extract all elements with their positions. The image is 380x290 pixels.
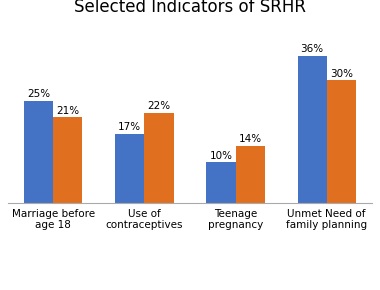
Bar <box>206 162 236 203</box>
Text: 22%: 22% <box>147 102 171 111</box>
Bar <box>144 113 174 203</box>
Bar <box>236 146 265 203</box>
Text: 14%: 14% <box>239 134 262 144</box>
Title: Selected Indicators of SRHR: Selected Indicators of SRHR <box>74 0 306 16</box>
Text: 25%: 25% <box>27 89 50 99</box>
Bar <box>24 101 53 203</box>
Bar <box>115 133 144 203</box>
Text: 17%: 17% <box>118 122 141 132</box>
Text: 10%: 10% <box>209 151 233 160</box>
Text: 36%: 36% <box>301 44 324 54</box>
Text: 21%: 21% <box>56 106 79 115</box>
Bar <box>298 56 327 203</box>
Bar <box>327 80 356 203</box>
Text: 30%: 30% <box>330 69 353 79</box>
Bar <box>53 117 82 203</box>
